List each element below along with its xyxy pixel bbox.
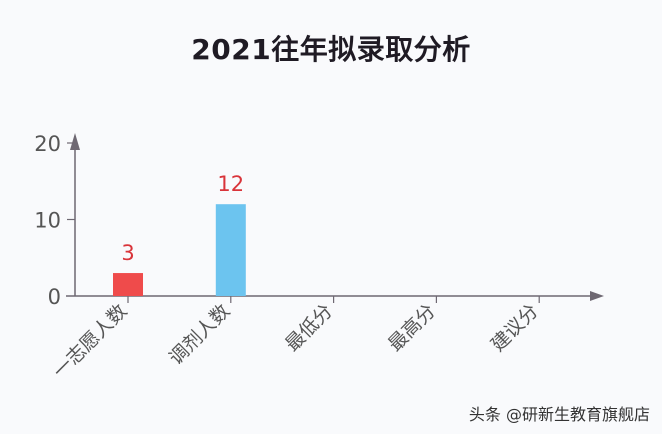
x-tick-label: 调剂人数 (165, 300, 234, 369)
x-tick-label: 最低分 (281, 300, 337, 356)
data-label: 12 (217, 172, 244, 196)
data-label: 3 (121, 241, 134, 265)
y-tick-label: 20 (34, 132, 61, 156)
x-axis-arrow-icon (590, 291, 604, 301)
y-axis-arrow-icon (70, 133, 80, 150)
y-tick-label: 10 (34, 209, 61, 233)
x-tick-label: 建议分 (487, 300, 543, 356)
chart-title: 2021往年拟录取分析 (191, 33, 471, 66)
watermark: 头条 @研新生教育旗舰店 (468, 405, 650, 424)
x-tick-label: 最高分 (384, 300, 440, 356)
y-tick-label: 0 (48, 285, 61, 309)
bar-adjusted (215, 204, 246, 296)
x-tick-label: 一志愿人数 (49, 300, 132, 383)
bar-first-choice (113, 273, 143, 296)
